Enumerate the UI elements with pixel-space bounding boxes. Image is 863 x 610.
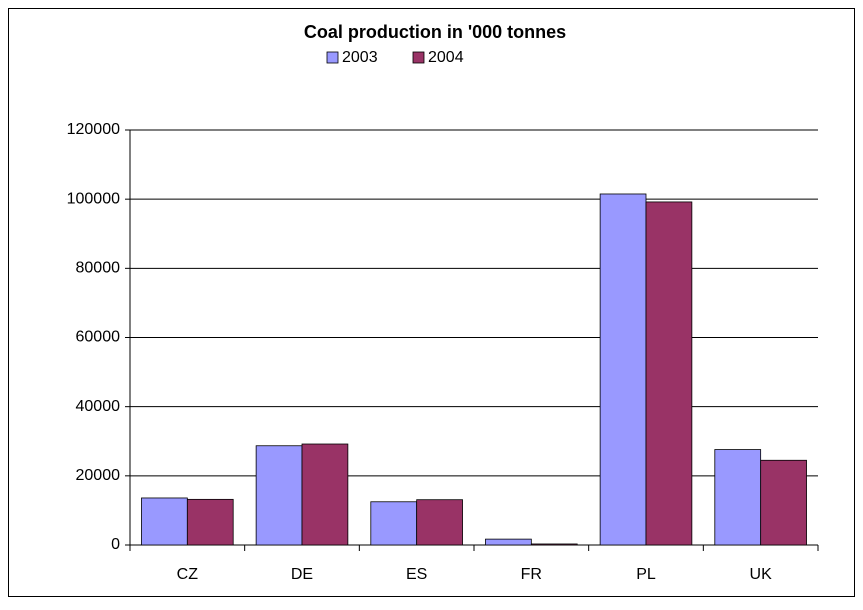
legend-swatch bbox=[412, 51, 425, 64]
bar bbox=[255, 445, 303, 546]
bar bbox=[714, 449, 762, 546]
bar bbox=[530, 543, 578, 546]
legend-label: 2003 bbox=[342, 49, 378, 66]
bar bbox=[645, 201, 693, 546]
bar bbox=[416, 499, 463, 546]
bar bbox=[301, 443, 349, 546]
legend-swatch bbox=[326, 51, 339, 64]
x-tick-label: PL bbox=[636, 566, 656, 583]
bar bbox=[370, 501, 418, 546]
bar bbox=[485, 538, 532, 546]
y-tick-label: 100000 bbox=[67, 190, 120, 207]
bar bbox=[760, 459, 807, 546]
x-tick-label: FR bbox=[521, 566, 542, 583]
bar bbox=[599, 193, 647, 546]
chart-title: Coal production in '000 tonnes bbox=[304, 22, 566, 42]
x-tick-label: CZ bbox=[177, 566, 199, 583]
x-tick-label: DE bbox=[291, 566, 313, 583]
x-tick-label: ES bbox=[406, 566, 427, 583]
x-tick-label: UK bbox=[750, 566, 773, 583]
y-tick-label: 80000 bbox=[76, 260, 121, 277]
legend-label: 2004 bbox=[428, 49, 464, 66]
bar bbox=[141, 497, 188, 546]
y-tick-label: 60000 bbox=[76, 329, 121, 346]
bar bbox=[186, 498, 234, 546]
y-tick-label: 0 bbox=[111, 536, 120, 553]
y-tick-label: 40000 bbox=[76, 398, 121, 415]
y-tick-label: 20000 bbox=[76, 467, 121, 484]
y-tick-label: 120000 bbox=[67, 121, 120, 138]
